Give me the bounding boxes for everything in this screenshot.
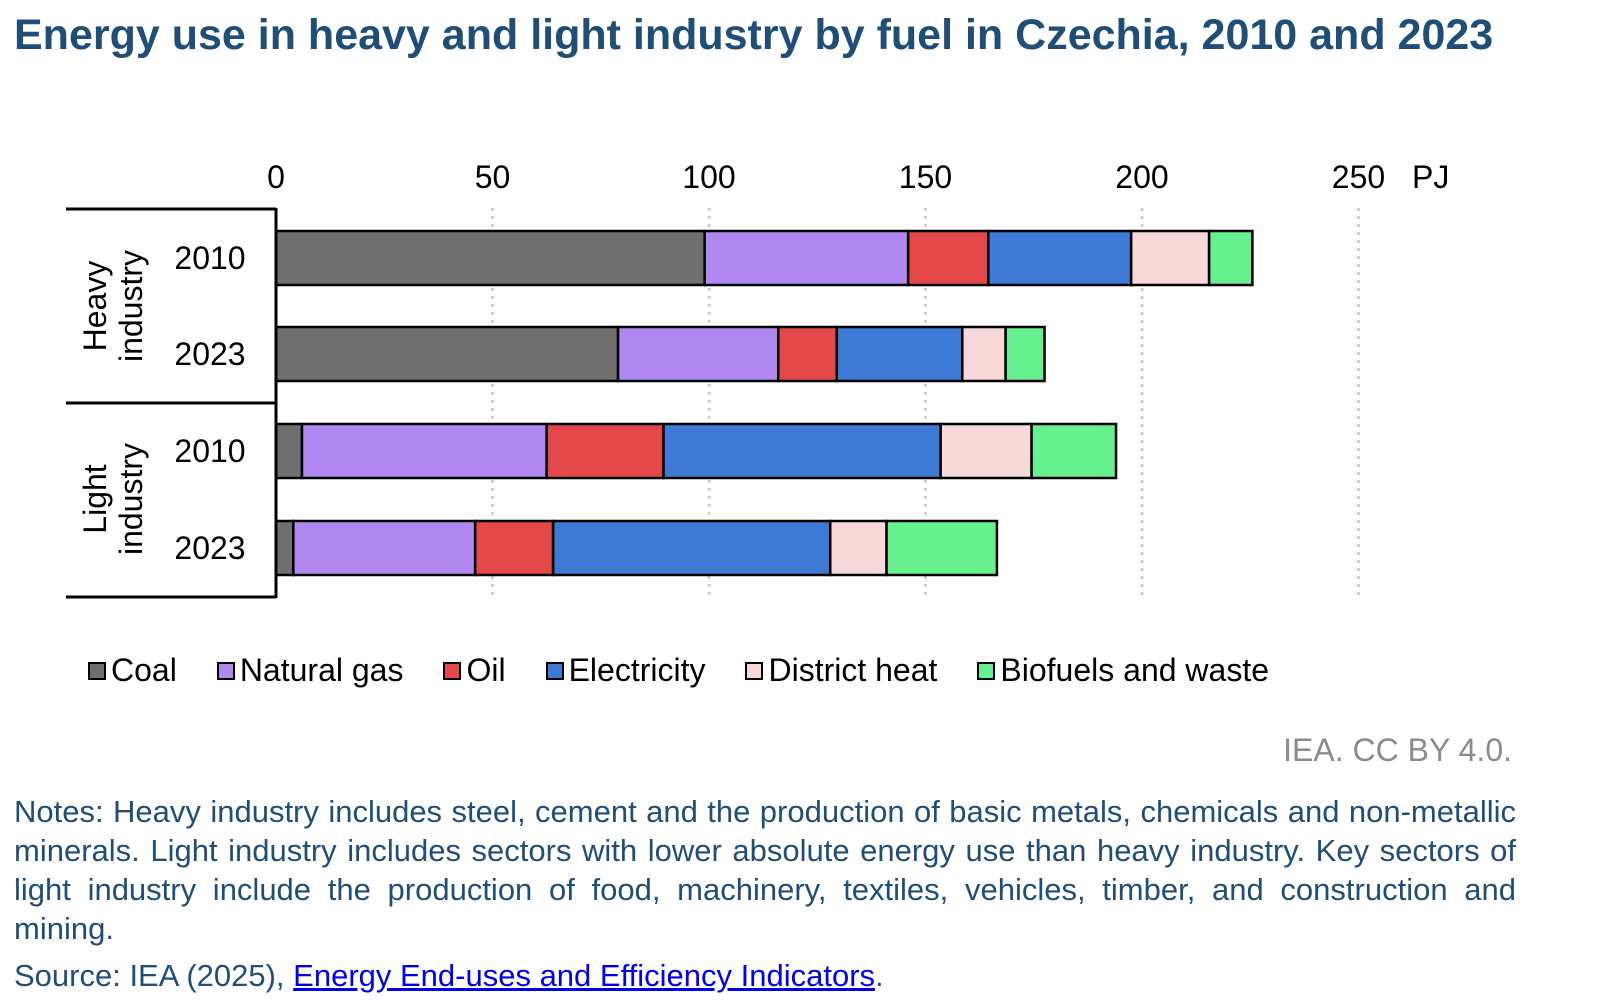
category-label-3: 2023 [174, 530, 245, 566]
legend-swatch [545, 661, 564, 680]
bar-coal-row-3 [274, 519, 295, 577]
legend-item-oil: Oil [443, 652, 506, 689]
x-tick-label-100: 100 [682, 159, 735, 195]
bar-biofuels-and-waste-row-0 [1207, 229, 1254, 287]
category-labels: 2010 2023 2010 2023 [174, 240, 245, 566]
axes [66, 207, 278, 599]
group-label-0: Heavyindustry [77, 250, 149, 362]
bar-coal-row-2 [274, 422, 304, 480]
legend-label: Natural gas [239, 652, 404, 688]
group-label-line: industry [113, 250, 149, 362]
bar-oil-row-2 [545, 422, 665, 480]
legend-label: District heat [768, 652, 938, 688]
legend-item-district-heat: District heat [745, 652, 937, 689]
legend-swatch [88, 661, 106, 680]
notes-text: Notes: Heavy industry includes steel, ce… [14, 794, 1516, 946]
x-tick-label-150: 150 [899, 159, 952, 195]
legend-label: Electricity [568, 652, 706, 688]
bar-coal-row-0 [274, 229, 706, 287]
bar-coal-row-1 [274, 325, 620, 383]
legend-item-electricity: Electricity [545, 652, 706, 689]
x-tick-label-250: 250 [1332, 159, 1385, 195]
x-tick-label-0: 0 [267, 159, 285, 195]
bar-natural-gas-row-1 [616, 325, 780, 383]
source-link[interactable]: Energy End-uses and Efficiency Indicator… [293, 958, 876, 993]
category-label-2: 2010 [174, 433, 245, 469]
legend-label: Coal [111, 652, 177, 688]
group-label-1: Lightindustry [77, 443, 149, 555]
bar-electricity-row-0 [987, 229, 1133, 287]
bar-biofuels-and-waste-row-2 [1030, 422, 1118, 480]
legend-swatch [443, 661, 462, 680]
bar-electricity-row-1 [835, 325, 964, 383]
bar-oil-row-1 [777, 325, 838, 383]
group-label-line: Heavy [77, 261, 113, 352]
bar-electricity-row-3 [551, 519, 832, 577]
bar-oil-row-0 [906, 229, 990, 287]
legend-item-biofuels-and-waste: Biofuels and waste [977, 652, 1269, 689]
legend-label: Oil [466, 652, 506, 688]
category-label-0: 2010 [174, 240, 245, 276]
bar-electricity-row-2 [662, 422, 942, 480]
legend-swatch [216, 661, 235, 680]
category-label-1: 2023 [174, 336, 245, 372]
bar-natural-gas-row-3 [292, 519, 477, 577]
legend-swatch [977, 661, 996, 680]
bar-oil-row-3 [473, 519, 555, 577]
bars [274, 229, 1254, 577]
chart-title: Energy use in heavy and light industry b… [14, 11, 1494, 59]
legend-item-natural-gas: Natural gas [216, 652, 404, 689]
x-axis-unit: PJ [1412, 159, 1449, 195]
group-label-line: industry [113, 443, 149, 555]
bar-natural-gas-row-2 [300, 422, 548, 480]
bar-district-heat-row-2 [939, 422, 1033, 480]
bar-biofuels-and-waste-row-1 [1004, 325, 1046, 383]
x-tick-label-200: 200 [1115, 159, 1168, 195]
legend-item-coal: Coal [88, 652, 177, 689]
group-label-line: Light [77, 464, 113, 534]
bar-district-heat-row-3 [828, 519, 888, 577]
source-suffix: . [875, 958, 884, 993]
legend-label: Biofuels and waste [1000, 652, 1270, 688]
stacked-bar-chart: 0 50 100 150 200 250 PJ 2010 2023 2010 2023 Heav… [66, 159, 1449, 599]
source-prefix: Source: IEA (2025), [14, 958, 294, 993]
legend-swatch [745, 661, 764, 680]
credit-text: IEA. CC BY 4.0. [1283, 732, 1512, 768]
x-axis-ticks: 0 50 100 150 200 250 [267, 159, 1385, 195]
bar-district-heat-row-0 [1129, 229, 1211, 287]
x-tick-label-50: 50 [475, 159, 511, 195]
bar-biofuels-and-waste-row-3 [885, 519, 999, 577]
source-line: Source: IEA (2025), Energy End-uses and … [14, 958, 884, 994]
legend: Coal Natural gas Oil Electricity District he… [88, 652, 1309, 689]
bar-natural-gas-row-0 [703, 229, 910, 287]
bar-district-heat-row-1 [961, 325, 1007, 383]
